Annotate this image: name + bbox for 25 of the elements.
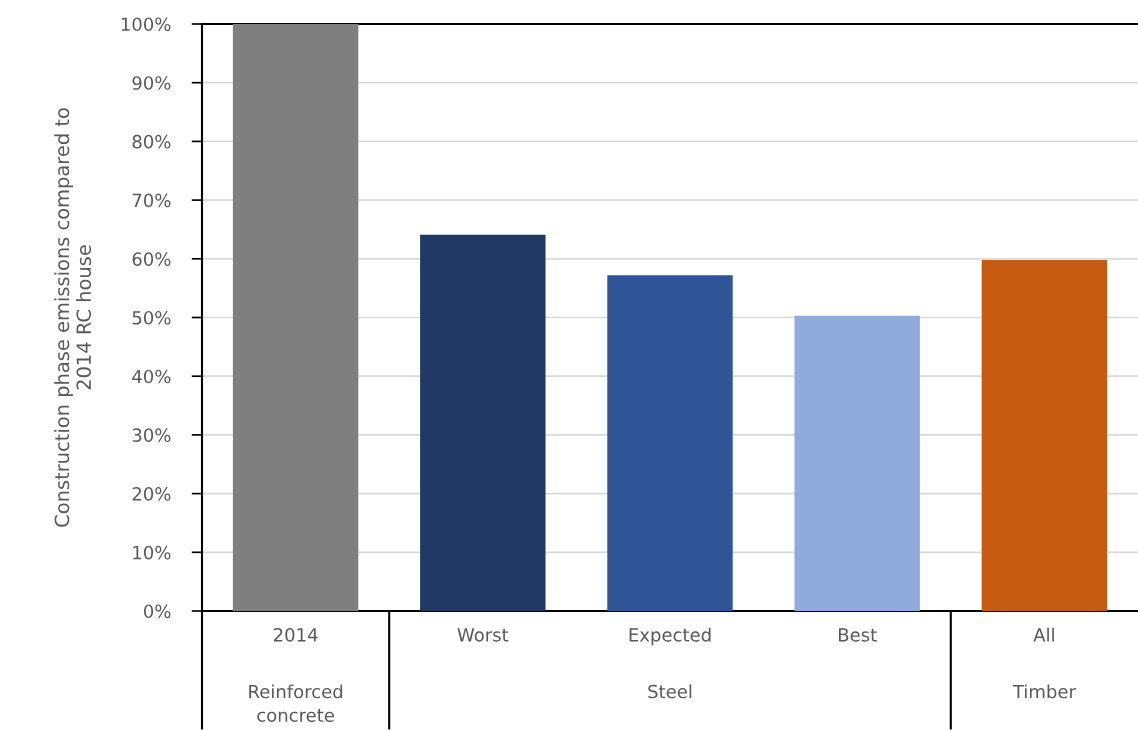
y-tick-label: 60% xyxy=(132,252,171,266)
x-tick-label: Expected xyxy=(629,627,711,646)
bar xyxy=(981,259,1108,611)
bar xyxy=(794,315,920,611)
y-tick-label: 10% xyxy=(133,545,171,560)
y-tick-label: 0% xyxy=(143,604,171,619)
x-tick-label: Best xyxy=(838,628,877,642)
bar xyxy=(420,234,546,611)
y-tick-label: 90% xyxy=(132,76,171,90)
x-tick-label: All xyxy=(1033,627,1054,642)
y-tick-label: 40% xyxy=(132,369,171,384)
y-tick-label: 100% xyxy=(121,17,171,32)
y-tick-label: 80% xyxy=(132,134,171,149)
y-tick-label: 70% xyxy=(132,193,171,208)
bar xyxy=(607,275,733,611)
text: Steel xyxy=(648,684,692,699)
x-tick-label: Worst xyxy=(457,628,509,642)
y-tick-label: 20% xyxy=(132,487,171,501)
y-axis-title: Construction phase emissions compared to 2014 RC house xyxy=(54,108,92,527)
text: Timber xyxy=(1012,684,1076,699)
y-tick-label: 30% xyxy=(132,428,171,443)
text: Reinforced concrete xyxy=(249,684,343,722)
x-tick-label: 2014 xyxy=(273,627,318,642)
bar xyxy=(232,24,359,611)
y-tick-label: 50% xyxy=(132,310,171,325)
